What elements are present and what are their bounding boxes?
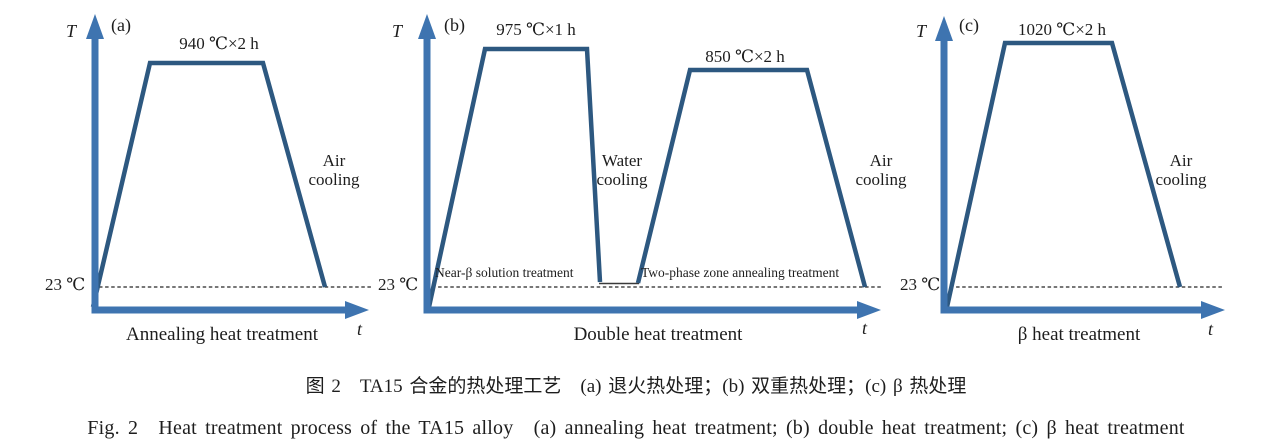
panel-a-title: Annealing heat treatment bbox=[125, 324, 319, 345]
panel-a-tag: (a) bbox=[111, 15, 131, 35]
panel-b-cooling1-label: Water cooling bbox=[596, 151, 648, 189]
panel-c-temp-axis-label: T bbox=[916, 21, 927, 41]
panel-b-stage1-label: Near-β solution treatment bbox=[435, 265, 574, 280]
panel-b-temp-axis-arrowhead bbox=[418, 14, 436, 39]
panel-c-tag: (c) bbox=[959, 15, 979, 35]
panel-b-stage2-label: Two-phase zone annealing treatment bbox=[641, 265, 840, 280]
panel-b-annealing-profile bbox=[635, 67, 868, 288]
panel-b-tag: (b) bbox=[444, 15, 465, 35]
panel-b-temp-axis-label: T bbox=[392, 21, 403, 41]
caption-english: Fig. 2 Heat treatment process of the TA1… bbox=[87, 417, 1185, 439]
panel-c-time-axis-label: t bbox=[1208, 319, 1214, 339]
panel-b-peak2-label: 850 ℃×2 h bbox=[705, 47, 785, 66]
panel-b-title: Double heat treatment bbox=[573, 324, 743, 345]
panel-a-temperature-profile bbox=[90, 60, 328, 308]
panel-c-peak-label: 1020 ℃×2 h bbox=[1017, 20, 1107, 39]
panel-a-temp-axis-arrowhead bbox=[86, 14, 104, 39]
panel-a-temp-axis-label: T bbox=[66, 21, 77, 41]
panel-c-plot bbox=[935, 16, 1225, 319]
panel-b-time-axis-arrowhead bbox=[857, 301, 881, 319]
panel-b-room-temp-label: 23 ℃ bbox=[378, 275, 419, 294]
panel-a-time-axis-label: t bbox=[357, 319, 363, 339]
panel-a-peak-label: 940 ℃×2 h bbox=[179, 34, 259, 53]
panel-c-room-temp-label: 23 ℃ bbox=[900, 275, 941, 294]
panel-b-peak1-label: 975 ℃×1 h bbox=[496, 20, 576, 39]
caption-chinese: 图 2 TA15 合金的热处理工艺 (a) 退火热处理；(b) 双重热处理；(c… bbox=[305, 376, 967, 397]
panel-c-title: β heat treatment bbox=[1017, 324, 1141, 345]
panel-a-room-temp-label: 23 ℃ bbox=[45, 275, 86, 294]
panel-c-cooling-label: Air cooling bbox=[1155, 151, 1207, 189]
panel-c-temp-axis-arrowhead bbox=[935, 16, 953, 41]
panel-a-plot bbox=[86, 14, 371, 319]
panel-c-temperature-profile bbox=[944, 40, 1183, 308]
panel-b-plot bbox=[418, 14, 881, 319]
panel-a-time-axis-arrowhead bbox=[345, 301, 369, 319]
panel-c-time-axis-arrowhead bbox=[1201, 301, 1225, 319]
panel-b-cooling2-label: Air cooling bbox=[855, 151, 907, 189]
panel-b-solution-profile bbox=[426, 46, 603, 308]
panel-a-cooling-label: Air cooling bbox=[308, 151, 360, 189]
panel-b-time-axis-label: t bbox=[862, 318, 868, 338]
